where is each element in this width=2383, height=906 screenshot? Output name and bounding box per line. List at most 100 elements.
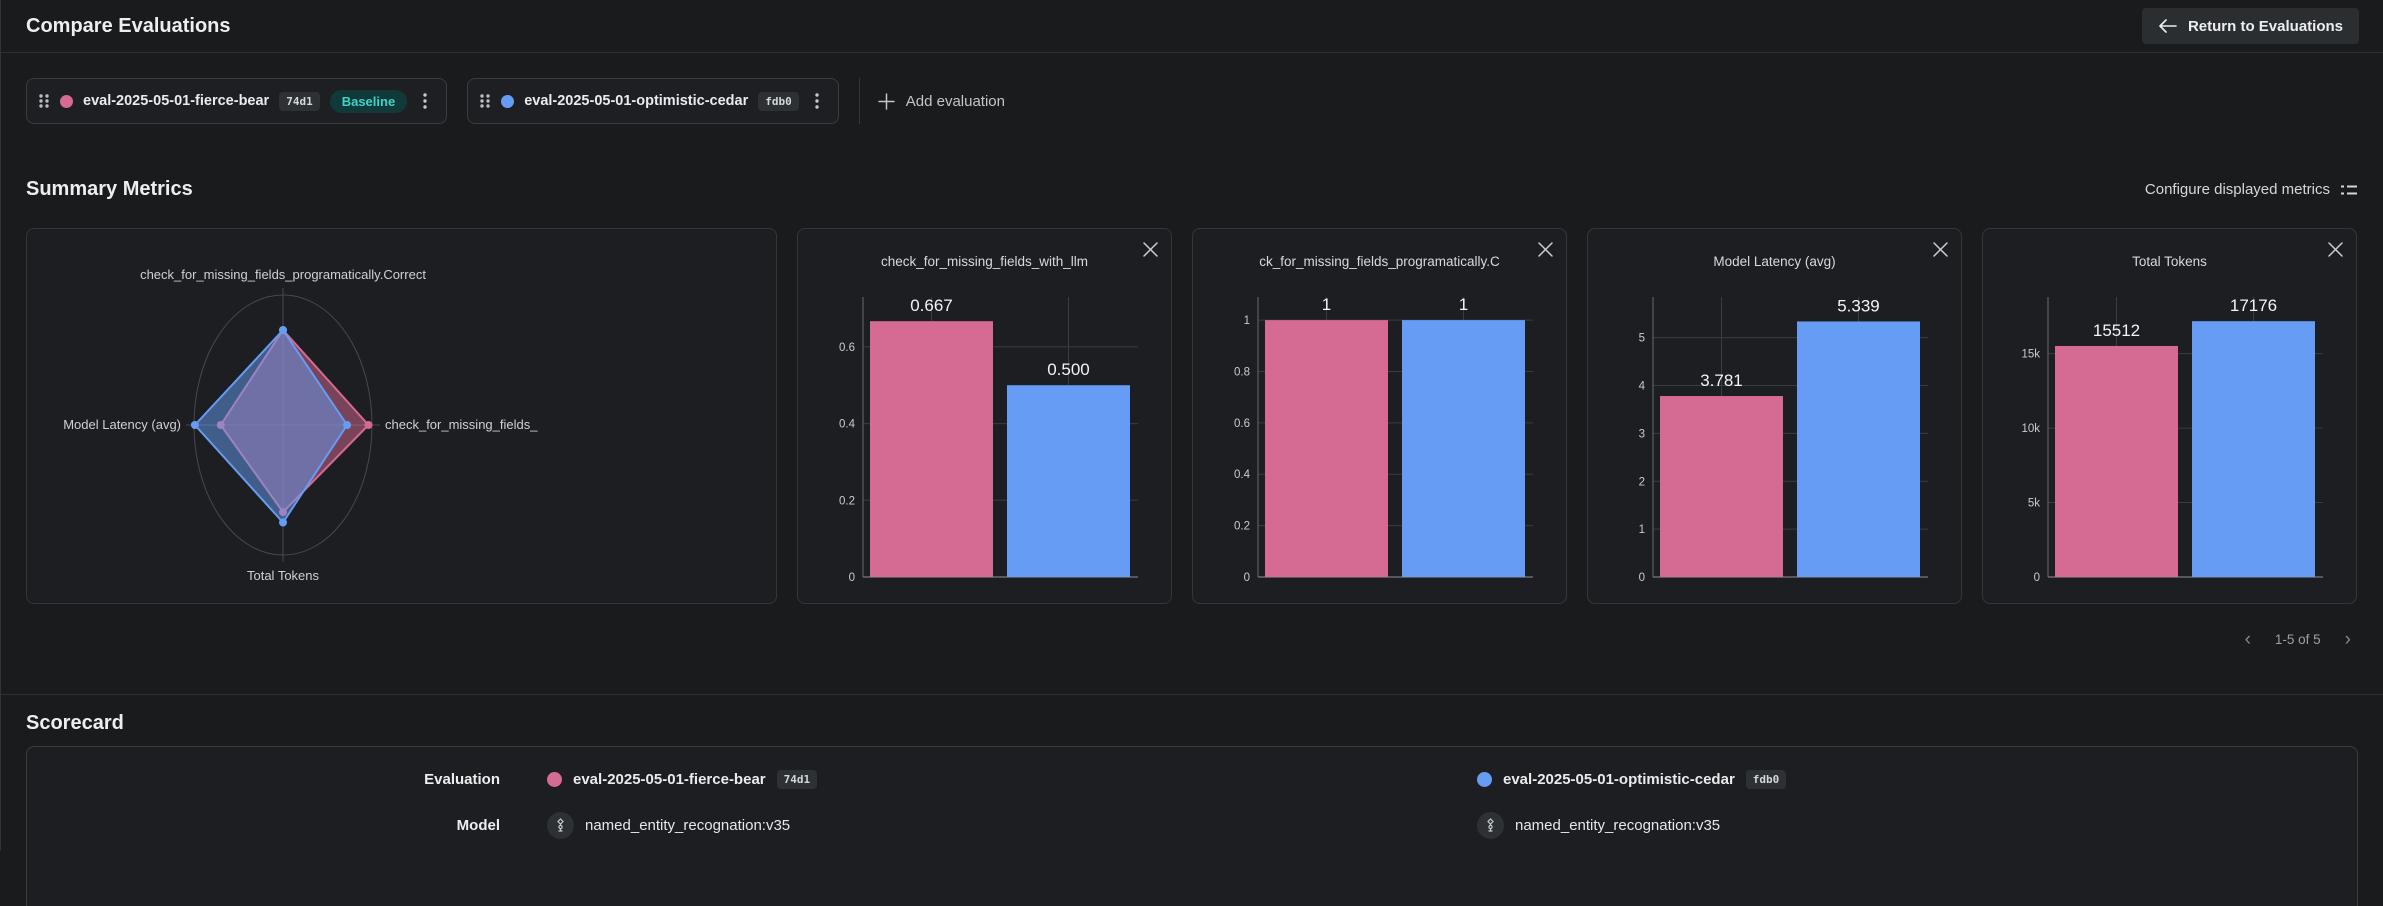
eval-id-badge: 74d1: [279, 91, 320, 111]
svg-text:0: 0: [2034, 572, 2040, 584]
eval-color-dot: [60, 94, 73, 108]
model-icon: [547, 811, 574, 839]
separator: [858, 78, 860, 124]
metric-card-check-for-missing-fields-with-llm: check_for_missing_fields_with_llm 0 0.2 0.…: [797, 228, 1172, 604]
eval-name: eval-2025-05-01-fierce-bear: [573, 770, 766, 788]
scorecard-row-evaluation: Evaluation eval-2025-05-01-fierce-bear 7…: [27, 756, 2357, 802]
close-icon[interactable]: [1139, 238, 1162, 261]
bar-chart: 0 0.2 0.4 0.6 0.667 0.500: [798, 271, 1171, 608]
drag-handle-icon[interactable]: [38, 92, 50, 110]
svg-text:2: 2: [1639, 476, 1645, 488]
radar-chart-card: check_for_missing_fields_programatically…: [26, 228, 777, 604]
list-settings-icon: [2340, 182, 2358, 198]
summary-metrics-title: Summary Metrics: [26, 178, 193, 200]
metric-card-model-latency: Model Latency (avg) 0 1 2 3 4 5 3.781 5.339: [1587, 228, 1962, 604]
svg-text:15k: 15k: [2021, 349, 2040, 361]
add-evaluation-button[interactable]: Add evaluation: [878, 93, 1005, 110]
prev-page-chevron-icon[interactable]: ‹: [2241, 628, 2255, 651]
scorecard-model-cell: named_entity_recognation:v35: [1477, 811, 2357, 839]
svg-text:0.6: 0.6: [839, 342, 855, 354]
svg-text:5k: 5k: [2028, 498, 2040, 510]
next-page-chevron-icon[interactable]: ›: [2341, 628, 2355, 651]
svg-text:Total Tokens: Total Tokens: [247, 568, 320, 583]
plus-icon: [878, 92, 895, 110]
eval-id-badge: fdb0: [1745, 769, 1787, 789]
summary-metric-cards: check_for_missing_fields_programatically…: [26, 228, 2358, 604]
eval-id-badge: fdb0: [758, 91, 799, 111]
close-icon[interactable]: [1534, 238, 1557, 261]
divider: [1, 694, 2383, 695]
scorecard-eval-cell: eval-2025-05-01-optimistic-cedar fdb0: [1477, 769, 2357, 789]
eval-menu-kebab-icon[interactable]: [417, 90, 433, 112]
evaluation-pills-row: eval-2025-05-01-fierce-bear 74d1 Baselin…: [26, 78, 2383, 124]
configure-metrics-label: Configure displayed metrics: [2144, 181, 2330, 198]
eval-menu-kebab-icon[interactable]: [809, 90, 825, 112]
return-button-label: Return to Evaluations: [2187, 17, 2343, 35]
svg-text:0.8: 0.8: [1234, 366, 1250, 378]
svg-text:1: 1: [1322, 295, 1331, 314]
svg-text:17176: 17176: [2230, 296, 2277, 315]
scorecard-model-cell: named_entity_recognation:v35: [500, 811, 1477, 839]
add-evaluation-label: Add evaluation: [905, 92, 1005, 110]
svg-text:0.2: 0.2: [1234, 521, 1250, 533]
eval-name: eval-2025-05-01-optimistic-cedar: [524, 93, 749, 109]
page-title: Compare Evaluations: [26, 14, 231, 37]
baseline-badge: Baseline: [329, 89, 408, 113]
svg-text:0.2: 0.2: [839, 495, 855, 507]
eval-name: eval-2025-05-01-fierce-bear: [83, 93, 270, 109]
chart-title: ck_for_missing_fields_programatically.C: [1259, 254, 1500, 269]
svg-text:0: 0: [849, 572, 855, 584]
radar-chart: check_for_missing_fields_programatically…: [27, 229, 776, 608]
svg-text:5: 5: [1639, 333, 1645, 345]
row-label: Evaluation: [424, 770, 500, 788]
bar-chart: 0 1 2 3 4 5 3.781 5.339: [1588, 271, 1961, 608]
eval-color-dot: [547, 771, 562, 787]
svg-text:0.500: 0.500: [1047, 360, 1090, 379]
summary-metrics-header: Summary Metrics Configure displayed metr…: [1, 178, 2383, 201]
back-arrow-icon: [2158, 18, 2177, 34]
chart-title: check_for_missing_fields_with_llm: [880, 254, 1089, 269]
bar-chart: 0 0.2 0.4 0.6 0.8 1 1 1: [1193, 271, 1566, 608]
scorecard-row-model: Model named_entity_recognation:v35 named…: [27, 802, 2357, 848]
metric-card-check-for-missing-fields-programatically: ck_for_missing_fields_programatically.C …: [1192, 228, 1567, 604]
svg-text:1: 1: [1244, 315, 1250, 327]
scorecard-eval-cell: eval-2025-05-01-fierce-bear 74d1: [500, 769, 1477, 789]
evaluation-pill-comparison[interactable]: eval-2025-05-01-optimistic-cedar fdb0: [467, 78, 839, 124]
svg-text:check_for_missing_fields_progr: check_for_missing_fields_programatically…: [140, 267, 426, 282]
eval-name: eval-2025-05-01-optimistic-cedar: [1503, 770, 1735, 788]
svg-text:0.4: 0.4: [839, 419, 856, 431]
svg-text:5.339: 5.339: [1837, 296, 1880, 315]
scorecard-title: Scorecard: [26, 712, 124, 734]
close-icon[interactable]: [2324, 238, 2347, 261]
scorecard-panel: Evaluation eval-2025-05-01-fierce-bear 7…: [26, 746, 2358, 906]
row-label: Model: [456, 816, 500, 834]
cards-pagination: ‹ 1-5 of 5 ›: [1, 622, 2355, 656]
close-icon[interactable]: [1929, 238, 1952, 261]
evaluation-pill-baseline[interactable]: eval-2025-05-01-fierce-bear 74d1 Baselin…: [26, 78, 448, 124]
svg-text:0: 0: [1244, 572, 1250, 584]
configure-displayed-metrics-button[interactable]: Configure displayed metrics: [2145, 181, 2358, 198]
svg-text:check_for_missing_fields_: check_for_missing_fields_: [385, 417, 538, 432]
eval-color-dot: [501, 94, 515, 108]
return-to-evaluations-button[interactable]: Return to Evaluations: [2141, 8, 2359, 44]
svg-text:3: 3: [1639, 428, 1645, 440]
svg-text:1: 1: [1639, 524, 1645, 536]
svg-text:0: 0: [1639, 572, 1645, 584]
pagination-range: 1-5 of 5: [2274, 631, 2321, 647]
svg-text:4: 4: [1639, 381, 1646, 393]
svg-text:15512: 15512: [2093, 321, 2140, 340]
chart-title: Model Latency (avg): [1713, 254, 1836, 269]
svg-text:0.6: 0.6: [1234, 418, 1250, 430]
svg-text:Model Latency (avg): Model Latency (avg): [63, 417, 181, 432]
drag-handle-icon[interactable]: [479, 92, 491, 110]
model-icon: [1477, 811, 1504, 839]
metric-card-total-tokens: Total Tokens 0 5k 10k 15k 15512 17176: [1982, 228, 2357, 604]
svg-text:0.667: 0.667: [910, 296, 953, 315]
eval-color-dot: [1477, 771, 1492, 787]
svg-text:0.4: 0.4: [1234, 469, 1251, 481]
model-name: named_entity_recognation:v35: [1515, 816, 1721, 834]
app-header: Compare Evaluations Return to Evaluation…: [1, 0, 2383, 53]
eval-id-badge: 74d1: [776, 769, 818, 789]
bar-chart: 0 5k 10k 15k 15512 17176: [1983, 271, 2356, 608]
chart-title: Total Tokens: [2132, 254, 2207, 269]
